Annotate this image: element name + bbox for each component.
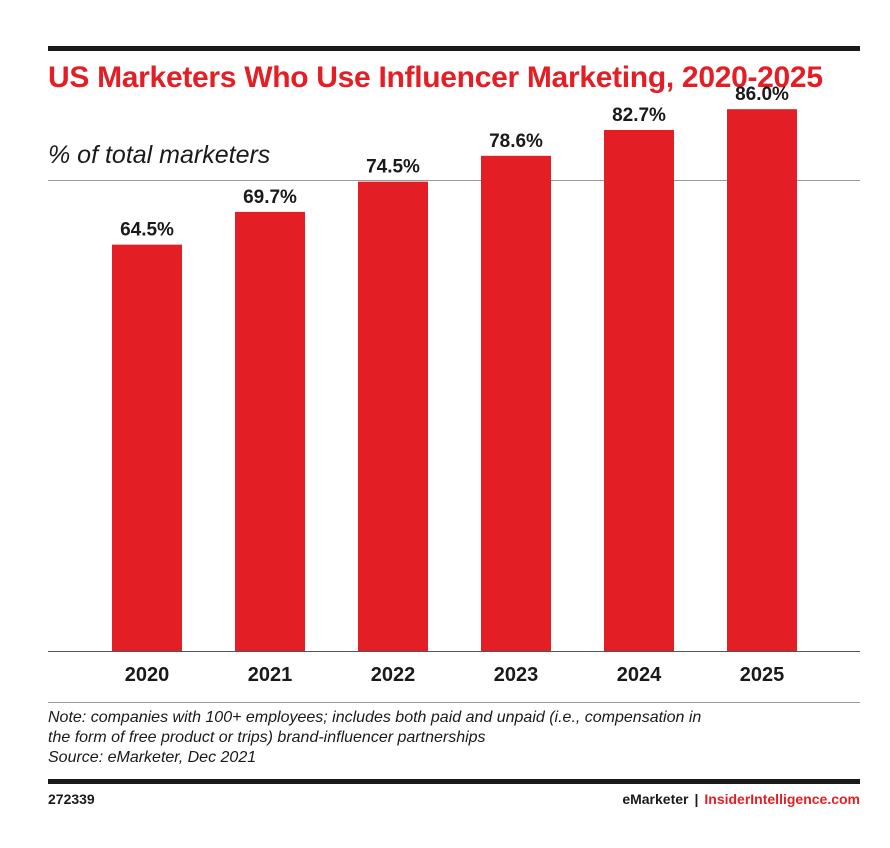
data-label-2022: 74.5% [366,157,420,178]
brand-insider-intelligence-link[interactable]: InsiderIntelligence.com [704,791,860,807]
brand-footer: eMarketer | InsiderIntelligence.com [622,791,860,807]
chart-notes: Note: companies with 100+ employees; inc… [48,708,860,768]
data-label-2020: 64.5% [120,220,174,241]
data-label-2023: 78.6% [489,131,543,152]
data-label-2024: 82.7% [612,105,666,126]
bar-2021 [235,211,305,651]
notes-rule [48,702,860,703]
x-tick-label-2024: 2024 [617,664,662,686]
note-line-1: Note: companies with 100+ employees; inc… [48,709,702,726]
bar-2023 [481,155,551,651]
source-line: Source: eMarketer, Dec 2021 [48,749,257,766]
bottom-rule [48,779,860,784]
chart-id: 272339 [48,791,95,807]
x-tick-label-2022: 2022 [371,664,416,686]
bar-2024 [604,129,674,652]
chart-title: US Marketers Who Use Influencer Marketin… [48,61,823,94]
x-tick-label-2025: 2025 [740,664,785,686]
data-label-2021: 69.7% [243,187,297,208]
top-rule [48,46,860,51]
brand-separator: | [694,791,699,807]
x-tick-label-2021: 2021 [248,664,293,686]
note-line-2: the form of free product or trips) brand… [48,729,486,746]
subtitle-rule [48,180,860,181]
x-tick-label-2020: 2020 [125,664,170,686]
brand-emarketer: eMarketer [622,791,689,807]
bar-2022 [358,181,428,651]
bar-2025 [727,109,797,651]
data-label-2025: 86.0% [735,84,789,105]
chart-subtitle: % of total marketers [48,141,271,169]
x-tick-label-2023: 2023 [494,664,539,686]
bar-2020 [112,244,182,651]
